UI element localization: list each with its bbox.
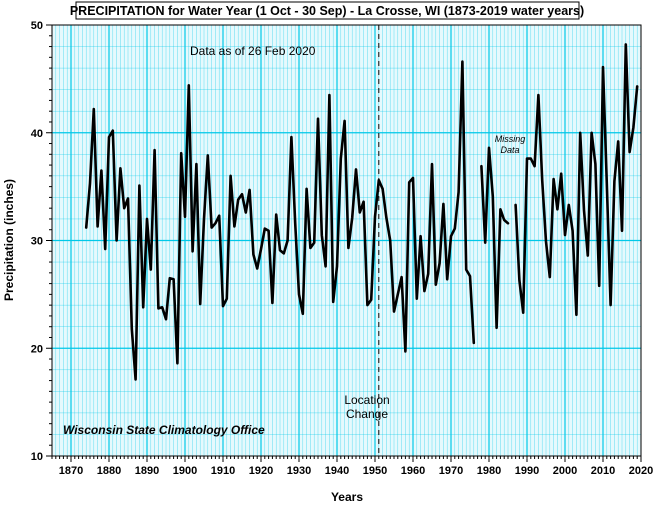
series-segment [480,146,510,330]
x-tick-label: 1990 [515,465,539,477]
x-axis-label: Years [331,490,363,504]
series-segment [84,60,476,381]
y-tick-label: 10 [31,451,43,463]
location-change-label-line2: Change [346,407,388,421]
x-tick-label: 1930 [287,465,311,477]
chart-title: PRECIPITATION for Water Year (1 Oct - 30… [70,4,584,18]
series-segment [514,43,639,317]
x-tick-label: 1880 [97,465,121,477]
y-tick-labels: 10 20 30 40 50 [31,20,43,463]
missing-data-label-line1: Missing [495,134,526,144]
location-change-label-line1: Location [344,393,389,407]
x-tick-label: 1970 [439,465,463,477]
missing-data-label-line2: Data [500,145,519,155]
x-tick-label: 1980 [477,465,501,477]
title-box [75,1,580,20]
precipitation-series [84,43,639,381]
x-tick-label: 1890 [135,465,159,477]
y-tick-label: 40 [31,128,43,140]
x-tick-labels: 1870 1880 1890 1900 1910 1920 1930 1940 1950 1960… [59,465,653,477]
x-tick-label: 1920 [249,465,273,477]
x-tick-label: 1940 [325,465,349,477]
x-tick-label: 1900 [173,465,197,477]
x-tick-label: 1870 [59,465,83,477]
x-tick-label: 1950 [363,465,387,477]
x-tick-label: 2000 [553,465,577,477]
x-tick-label: 1960 [401,465,425,477]
y-tick-label: 30 [31,236,43,248]
y-tick-label: 50 [31,20,43,32]
axis-ticks [46,24,642,462]
y-axis-label: Precipitation (inches) [2,179,16,301]
x-tick-label: 2020 [629,465,653,477]
y-tick-label: 20 [31,343,43,355]
x-tick-label: 2010 [591,465,615,477]
x-tick-label: 1910 [211,465,235,477]
credit-label: Wisconsin State Climatology Office [63,423,265,437]
data-as-of-note: Data as of 26 Feb 2020 [190,44,316,58]
